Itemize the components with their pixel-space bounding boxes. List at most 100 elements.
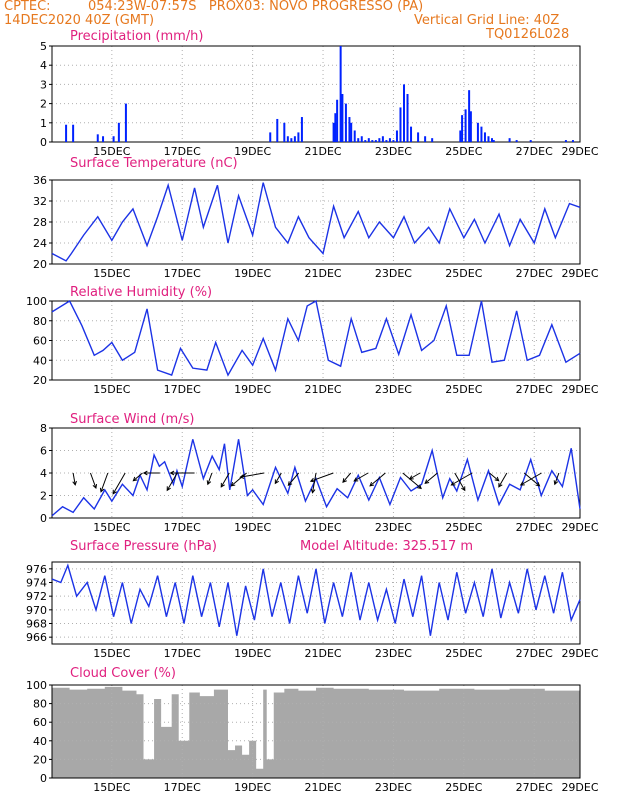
wind-arrow-head — [498, 482, 503, 488]
x-tick-label: 25DEC — [445, 781, 482, 794]
y-tick-label: 0 — [40, 136, 47, 149]
x-tick-label: 19DEC — [234, 781, 271, 794]
precip-bar — [564, 140, 567, 142]
wind-arrow — [451, 472, 473, 486]
precip-bar — [571, 140, 574, 142]
wind-arrow — [112, 472, 126, 495]
precip-bar — [269, 132, 272, 142]
panel-title: Surface Pressure (hPa) — [70, 539, 217, 554]
y-tick-label: 60 — [33, 335, 47, 348]
precip-bar — [424, 136, 427, 142]
panel-title: Surface Temperature (nC) — [70, 156, 238, 171]
precip-bar — [529, 140, 532, 142]
precip-bar — [276, 118, 279, 142]
x-tick-label: 27DEC — [516, 521, 553, 534]
wind-arrow-head — [132, 476, 138, 482]
x-tick-label: 25DEC — [445, 383, 482, 396]
y-tick-label: 28 — [33, 216, 47, 229]
x-tick-label: 21DEC — [304, 267, 341, 280]
x-tick-label: 25DEC — [445, 267, 482, 280]
precip-bar — [378, 138, 381, 142]
wind-arrow-head — [342, 478, 347, 483]
panel-title: Surface Wind (m/s) — [70, 412, 194, 427]
wind-arrow — [489, 472, 499, 482]
y-tick-label: 4 — [40, 467, 47, 480]
precip-bar — [286, 136, 289, 142]
x-tick-label: 21DEC — [304, 521, 341, 534]
precip-bar — [293, 136, 296, 142]
wind-arrow — [72, 472, 76, 485]
x-tick-label: 19DEC — [234, 267, 271, 280]
precip-bar — [461, 115, 464, 142]
panel-frame — [51, 561, 581, 645]
y-tick-label: 80 — [33, 698, 47, 711]
y-tick-label: 20 — [33, 258, 47, 271]
wind-arrow — [220, 472, 230, 488]
y-tick-label: 970 — [26, 604, 47, 617]
wind-arrow — [520, 472, 542, 486]
cloud-cover-area — [52, 686, 580, 778]
x-tick-label: 29DEC — [561, 521, 598, 534]
precip-bar — [336, 99, 339, 142]
wind-arrow — [207, 472, 213, 485]
x-tick-label: 23DEC — [375, 383, 412, 396]
precip-bar — [117, 122, 120, 142]
x-tick-label: 21DEC — [304, 145, 341, 158]
y-tick-label: 20 — [33, 374, 47, 387]
header-model-id: TQ0126L028 — [486, 27, 570, 42]
wind-arrow-head — [535, 481, 541, 487]
precip-bar — [508, 138, 511, 142]
panel-5 — [49, 684, 581, 779]
wind-arrow — [353, 472, 369, 482]
wind-arrow — [424, 472, 438, 484]
precip-bar — [399, 107, 402, 142]
precip-bar — [395, 130, 398, 142]
panel-1 — [49, 179, 581, 265]
precip-bar — [406, 94, 409, 142]
y-tick-label: 20 — [33, 753, 47, 766]
precip-bar — [381, 136, 384, 142]
x-tick-label: 23DEC — [375, 145, 412, 158]
precip-bar — [348, 117, 351, 142]
series-line — [51, 439, 581, 517]
wind-arrow — [312, 472, 317, 493]
panel-2 — [49, 299, 581, 381]
precip-bar — [374, 140, 377, 142]
y-tick-label: 80 — [33, 315, 47, 328]
y-tick-label: 5 — [40, 40, 47, 53]
precip-bar — [515, 140, 518, 142]
wind-arrow-head — [310, 488, 316, 494]
wind-arrow — [369, 472, 386, 487]
precip-bar — [357, 138, 360, 142]
wind-arrow-head — [461, 486, 466, 492]
x-tick-label: 15DEC — [93, 781, 130, 794]
wind-arrow-head — [99, 487, 105, 493]
precip-bar — [417, 132, 420, 142]
precip-bar — [476, 122, 479, 142]
x-tick-label: 29DEC — [561, 383, 598, 396]
x-tick-label: 15DEC — [93, 383, 130, 396]
wind-arrow — [89, 472, 97, 489]
wind-arrow-head — [424, 479, 430, 484]
wind-arrow — [342, 472, 352, 483]
precip-bar — [353, 130, 356, 142]
panel-annotation: Model Altitude: 325.517 m — [300, 539, 473, 554]
precip-bar — [469, 111, 472, 142]
panel-4 — [49, 561, 581, 645]
x-tick-label: 21DEC — [304, 647, 341, 660]
wind-arrow-head — [408, 475, 414, 480]
precip-bar — [360, 136, 363, 142]
x-tick-label: 25DEC — [445, 647, 482, 660]
y-tick-label: 36 — [33, 174, 47, 187]
precip-bar — [112, 136, 115, 142]
y-tick-label: 2 — [40, 98, 47, 111]
x-tick-label: 29DEC — [561, 145, 598, 158]
x-tick-label: 15DEC — [93, 145, 130, 158]
precip-bar — [392, 140, 395, 142]
wind-arrow-head — [239, 474, 245, 479]
precip-bar — [297, 132, 300, 142]
precip-bar — [388, 138, 391, 142]
header-source: CPTEC: — [4, 0, 51, 14]
wind-arrow-head — [369, 481, 375, 487]
precip-bar — [344, 103, 347, 142]
